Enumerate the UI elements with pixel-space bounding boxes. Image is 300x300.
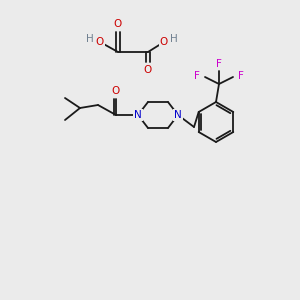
Text: O: O — [144, 65, 152, 75]
Text: O: O — [96, 37, 104, 47]
Text: F: F — [238, 71, 244, 81]
Text: F: F — [194, 71, 200, 81]
Text: H: H — [170, 34, 178, 44]
Text: H: H — [86, 34, 94, 44]
Text: N: N — [174, 110, 182, 120]
Text: O: O — [160, 37, 168, 47]
Text: F: F — [216, 59, 222, 69]
Text: O: O — [114, 19, 122, 29]
Text: O: O — [112, 86, 120, 96]
Text: N: N — [134, 110, 142, 120]
